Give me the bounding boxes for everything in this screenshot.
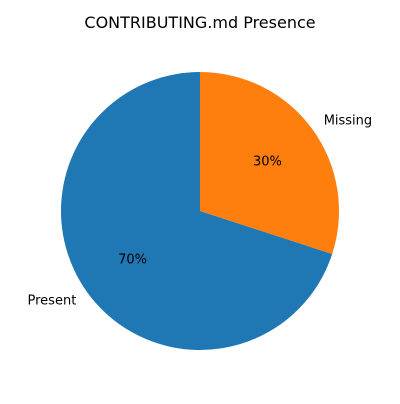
labels-layer: Present 70% Missing 30% bbox=[28, 114, 373, 309]
slice-label-missing: Missing bbox=[324, 114, 372, 129]
pie-slice-present bbox=[61, 72, 333, 351]
slice-label-present: Present bbox=[28, 293, 77, 308]
chart-title: CONTRIBUTING.md Presence bbox=[84, 13, 315, 32]
slice-percent-present: 70% bbox=[118, 253, 147, 268]
pie-slice-missing bbox=[200, 72, 339, 254]
slices-layer bbox=[61, 72, 339, 351]
slice-percent-missing: 30% bbox=[253, 154, 282, 169]
